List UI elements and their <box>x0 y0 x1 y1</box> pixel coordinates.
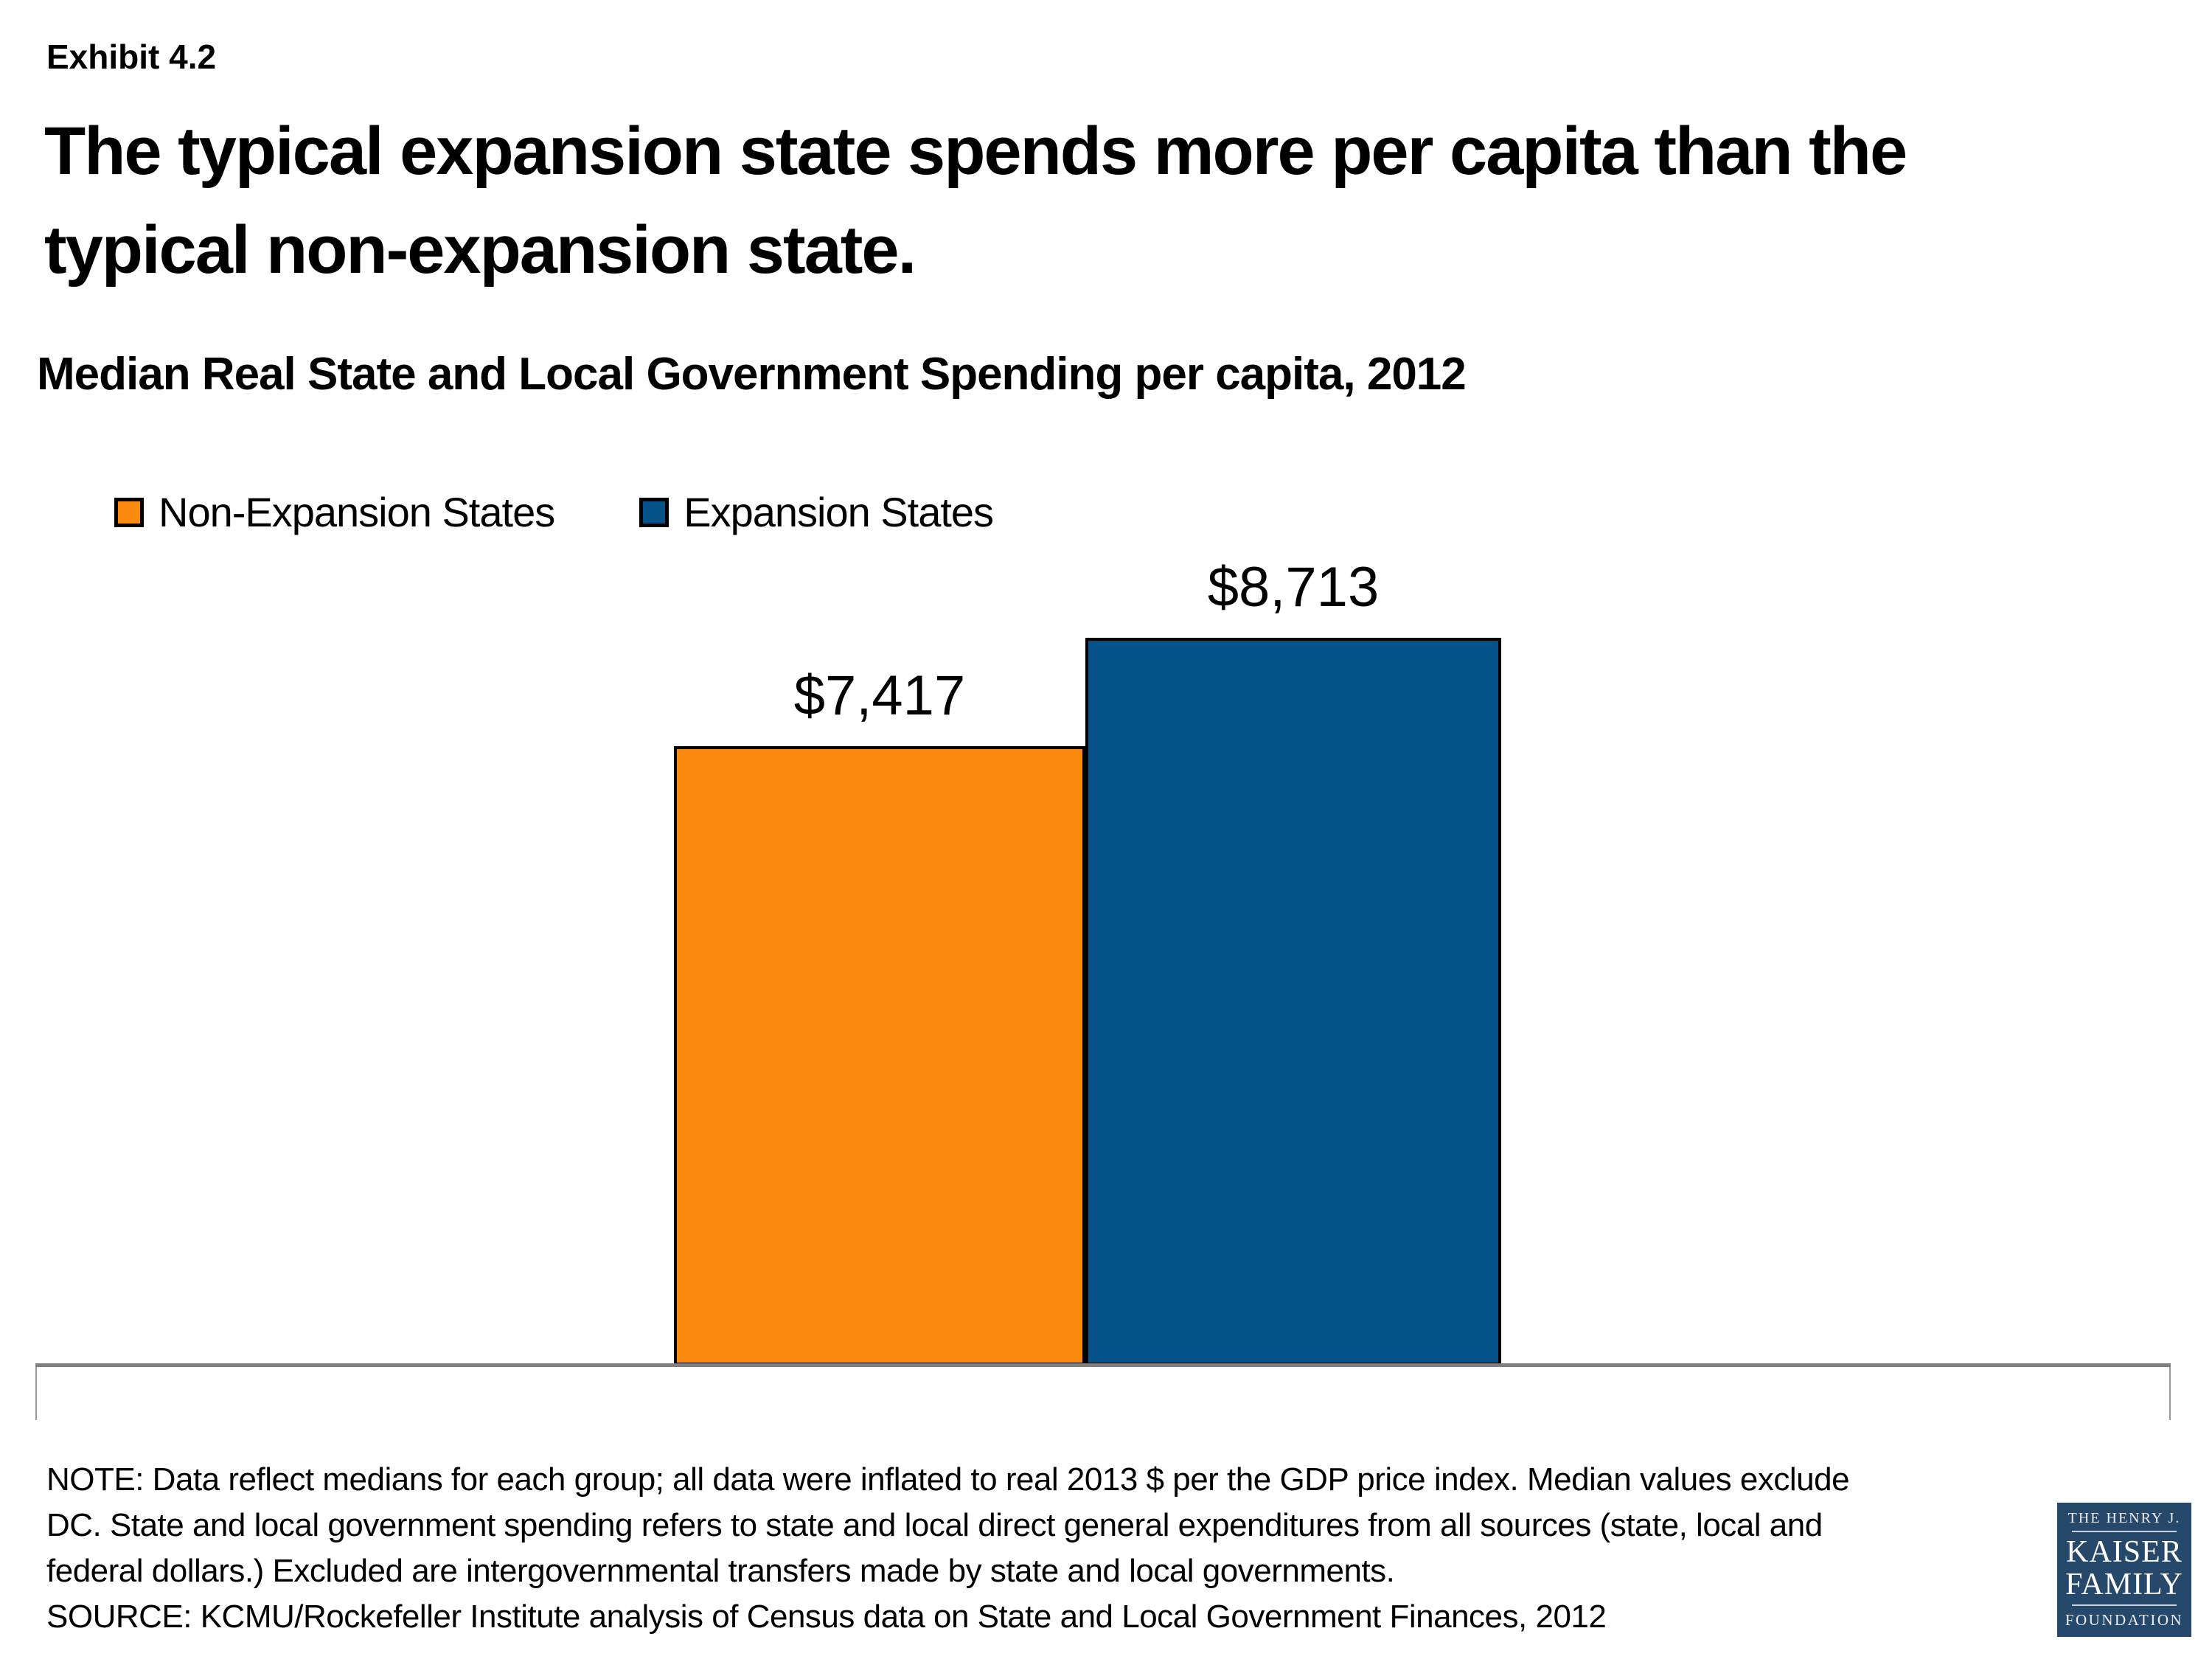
logo-text-kaiser: KAISER <box>2066 1535 2183 1569</box>
logo-text-foundation: FOUNDATION <box>2065 1611 2184 1629</box>
kaiser-family-foundation-logo: THE HENRY J. KAISER FAMILY FOUNDATION <box>2057 1503 2191 1637</box>
logo-text-the-henry-j: THE HENRY J. <box>2067 1510 2181 1526</box>
source-line: SOURCE: KCMU/Rockefeller Institute analy… <box>46 1599 1607 1635</box>
logo-text-family: FAMILY <box>2065 1568 2183 1601</box>
x-axis-line <box>35 1363 2171 1367</box>
footnote: NOTE: Data reflect medians for each grou… <box>46 1457 2052 1640</box>
legend-item-non-expansion: Non-Expansion States <box>114 488 555 536</box>
x-axis-tick-left <box>35 1367 37 1420</box>
bar-value-expansion: $8,713 <box>1207 556 1380 619</box>
footnote-line-3: federal dollars.) Excluded are intergove… <box>46 1553 1395 1589</box>
page-title-line-2: typical non-expansion state. <box>44 212 917 288</box>
footnote-line-2: DC. State and local government spending … <box>46 1507 1823 1543</box>
logo-rule-top <box>2072 1531 2177 1532</box>
x-axis-tick-right <box>2169 1367 2171 1420</box>
legend-label-expansion: Expansion States <box>684 489 994 535</box>
bar-expansion-states <box>1085 638 1501 1366</box>
footnote-line-1: NOTE: Data reflect medians for each grou… <box>46 1461 1850 1498</box>
legend-item-expansion: Expansion States <box>639 488 994 536</box>
page-title-line-1: The typical expansion state spends more … <box>44 114 1907 189</box>
bar-non-expansion-states <box>674 746 1085 1366</box>
bar-value-non-expansion: $7,417 <box>793 664 966 727</box>
chart-subtitle: Median Real State and Local Government S… <box>37 349 1467 400</box>
logo-rule-bottom <box>2072 1604 2177 1606</box>
legend-swatch-expansion <box>639 497 669 527</box>
legend-swatch-non-expansion <box>114 497 144 527</box>
exhibit-label: Exhibit 4.2 <box>46 38 217 76</box>
legend-label-non-expansion: Non-Expansion States <box>159 489 555 535</box>
chart-legend: Non-Expansion States Expansion States <box>114 488 994 536</box>
page-title: The typical expansion state spends more … <box>44 102 2175 299</box>
